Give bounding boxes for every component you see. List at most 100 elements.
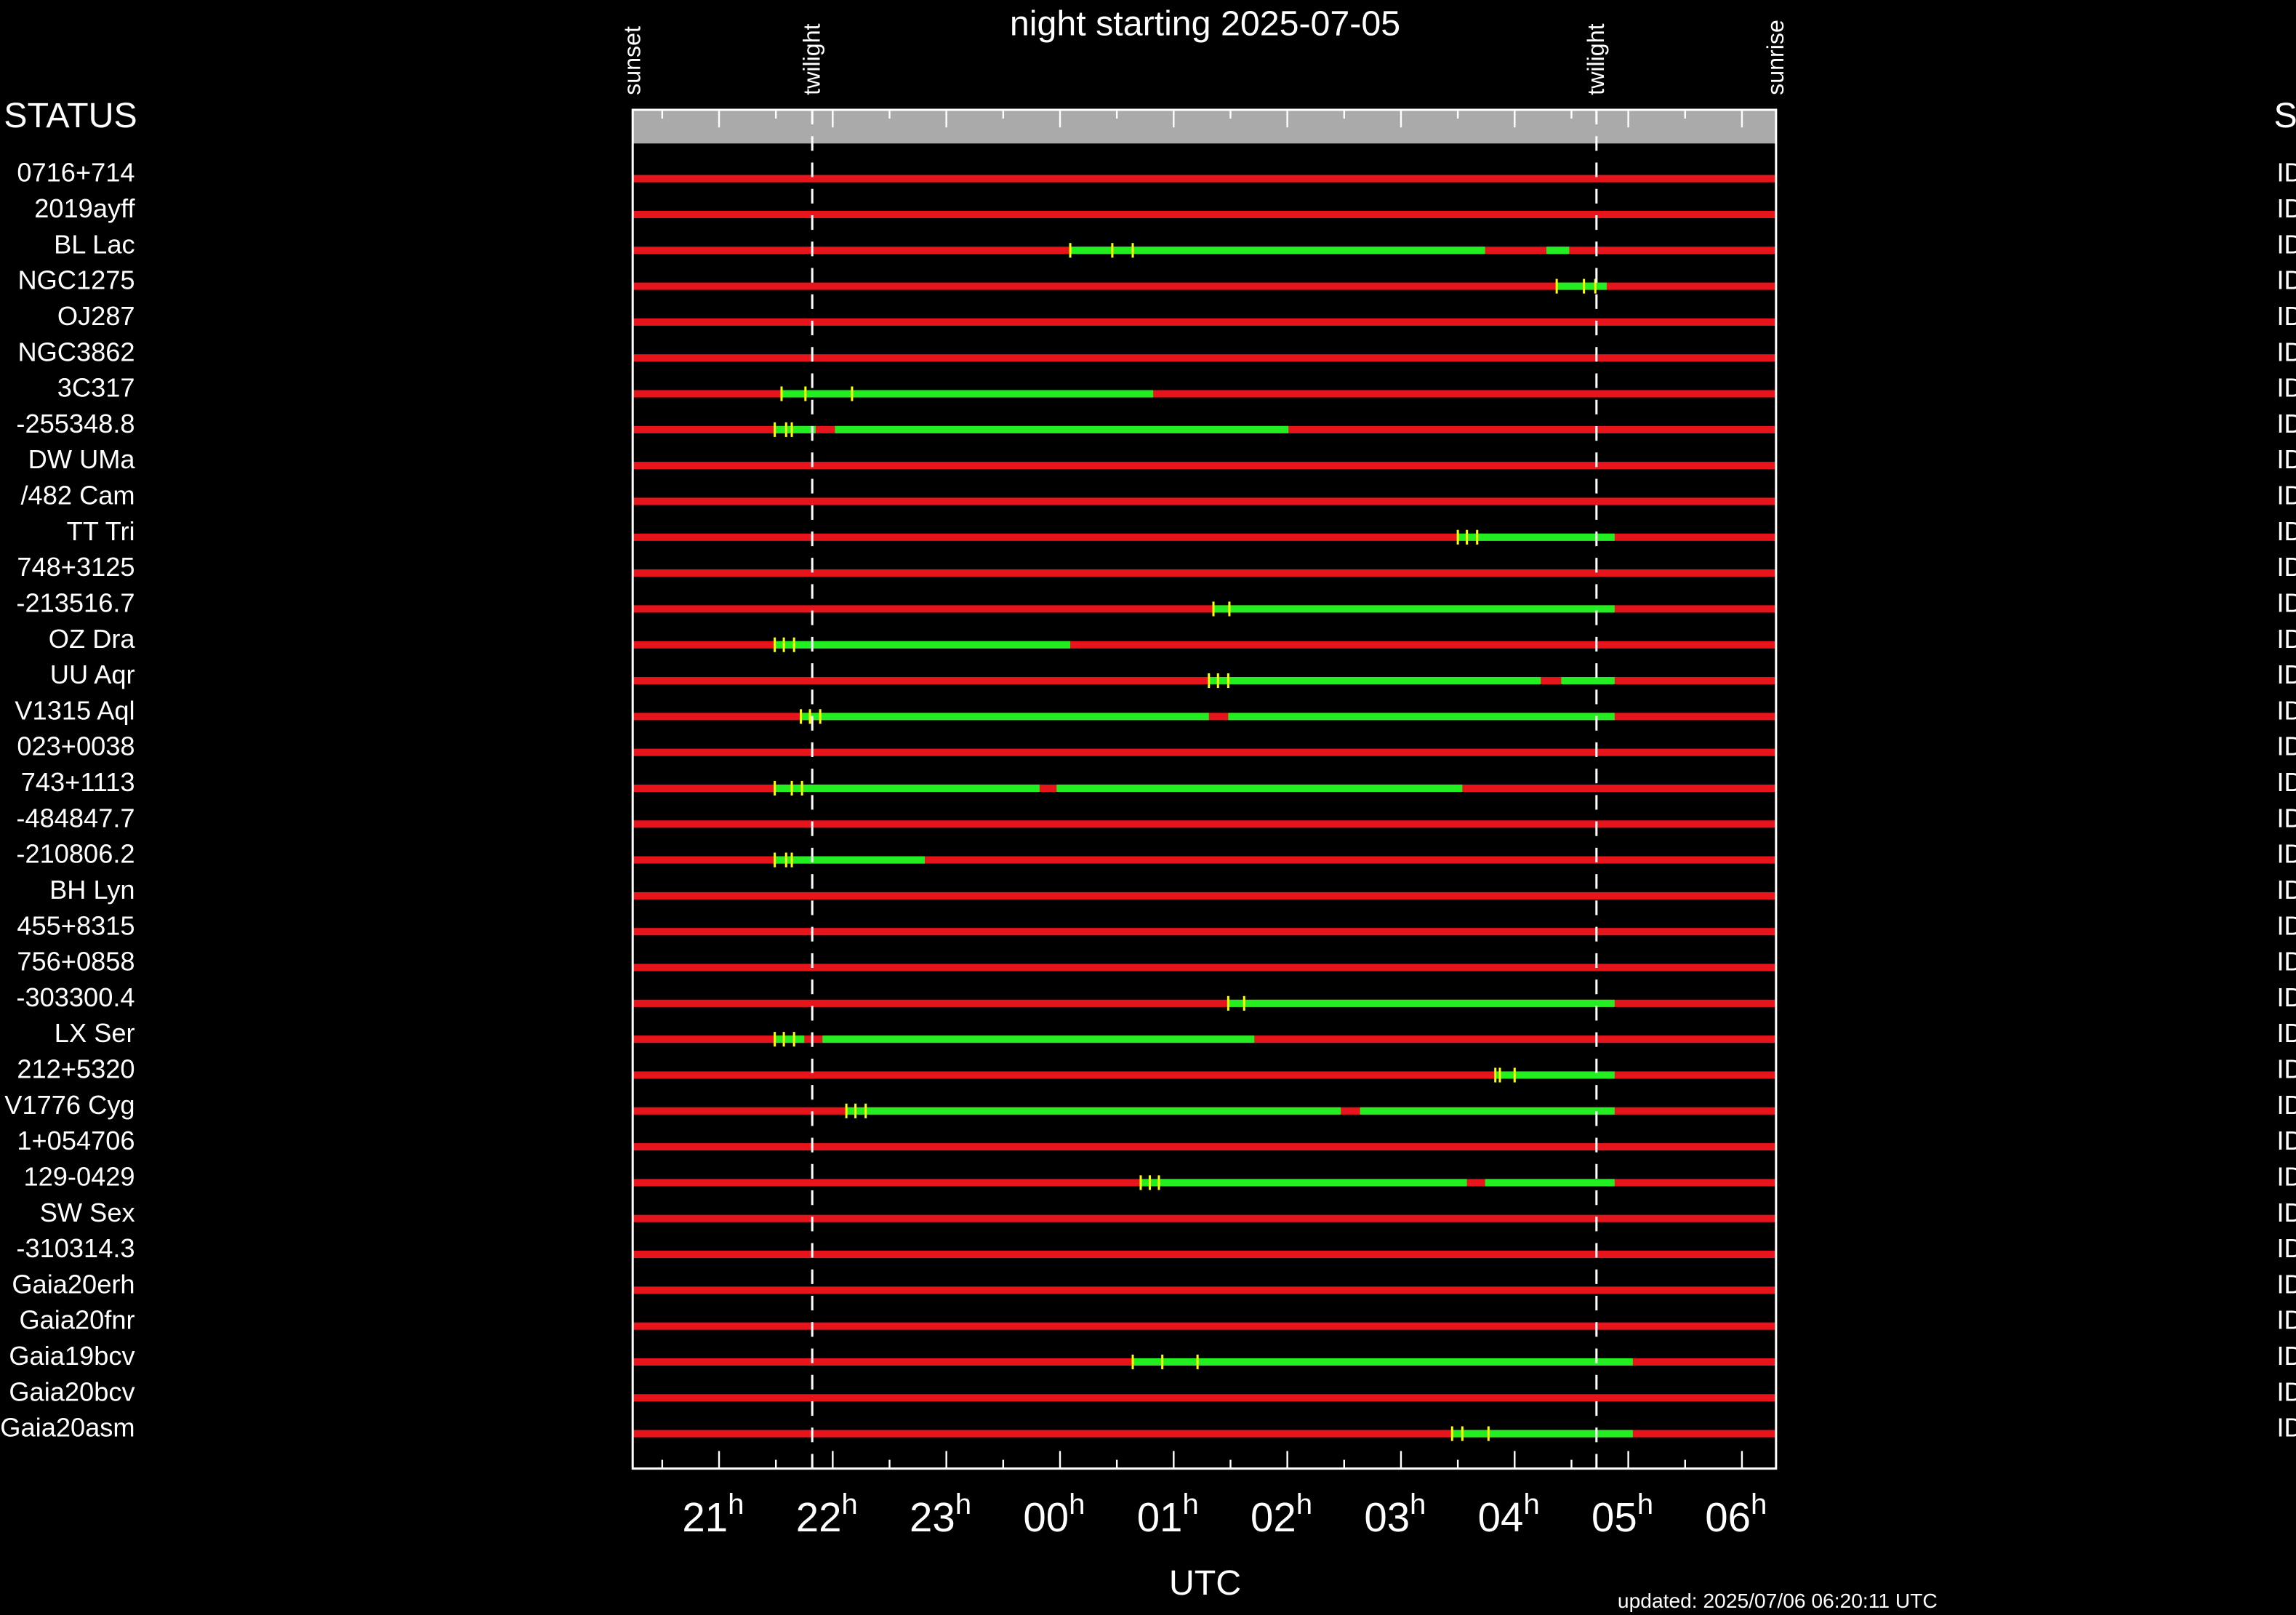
x-tick-label: 02h (1251, 1488, 1312, 1540)
x-tick-label: 00h (1023, 1488, 1085, 1540)
row-status: ID (2276, 301, 2296, 331)
row-name: 455+8315 (17, 910, 135, 940)
row-status: ID (2276, 1376, 2296, 1406)
window-bar (835, 425, 1289, 433)
window-bar (1546, 247, 1570, 255)
row-status: ID (2276, 1233, 2296, 1263)
unavailable-bar (633, 605, 1776, 613)
row-status: ID (2276, 982, 2296, 1012)
unavailable-bar (633, 390, 1776, 398)
x-tick-value: 22 (796, 1494, 842, 1540)
unavailable-bar (633, 1214, 1776, 1222)
row-status: ID (2276, 1090, 2296, 1120)
unavailable-bar (633, 354, 1776, 362)
row-status: ID (2276, 1413, 2296, 1443)
row-status: ID (2276, 337, 2296, 366)
window-bar (774, 425, 816, 433)
row-status: ID (2276, 695, 2296, 725)
x-tick-value: 03 (1364, 1494, 1410, 1540)
row-name: -303300.4 (16, 982, 135, 1012)
unavailable-bar (633, 175, 1776, 183)
row-name: BL Lac (54, 229, 135, 259)
x-tick-label: 01h (1137, 1488, 1199, 1540)
unavailable-bar (633, 1430, 1776, 1438)
row-status: ID (2276, 947, 2296, 977)
row-status: ID (2276, 373, 2296, 403)
row-name: 3C317 (57, 373, 135, 403)
row-status: ID (2276, 193, 2296, 223)
x-tick-unit: h (1637, 1488, 1653, 1520)
x-tick-unit: h (841, 1488, 857, 1520)
window-bar (1452, 1430, 1633, 1438)
row-status: ID (2276, 1161, 2296, 1191)
window-bar (1485, 1179, 1615, 1187)
x-tick-unit: h (728, 1488, 744, 1520)
row-status: ID (2276, 767, 2296, 797)
row-status: ID (2276, 158, 2296, 188)
plot-frame (631, 108, 1778, 1470)
x-tick-value: 00 (1023, 1494, 1069, 1540)
window-bar (1133, 1358, 1633, 1366)
window-bar (822, 1035, 1255, 1043)
row-name: UU Aqr (50, 660, 135, 689)
x-tick-value: 06 (1705, 1494, 1751, 1540)
x-tick-value: 05 (1591, 1494, 1637, 1540)
row-status: ID (2276, 875, 2296, 905)
row-name: 748+3125 (17, 552, 135, 582)
row-status: ID (2276, 624, 2296, 654)
x-tick-value: 04 (1478, 1494, 1524, 1540)
row-name: -310314.3 (16, 1233, 135, 1263)
row-status: ID (2276, 1341, 2296, 1371)
unavailable-bar (633, 820, 1776, 828)
row-name: -210806.2 (16, 839, 135, 869)
window-bar (1228, 713, 1615, 721)
unavailable-bar (633, 928, 1776, 936)
window-bar (1140, 1179, 1467, 1187)
row-status: ID (2276, 1018, 2296, 1048)
row-name: OZ Dra (49, 624, 136, 654)
event-label: sunrise (1762, 20, 1789, 95)
row-status: ID (2276, 265, 2296, 295)
unavailable-bar (633, 999, 1776, 1007)
row-name: Gaia20fnr (19, 1305, 135, 1335)
window-bar (1557, 282, 1607, 290)
row-status: ID (2276, 1269, 2296, 1299)
unavailable-bar (633, 1143, 1776, 1151)
unavailable-bar (633, 1286, 1776, 1294)
unavailable-bar (633, 891, 1776, 899)
row-status: ID (2276, 910, 2296, 940)
unavailable-bar (633, 1394, 1776, 1402)
row-status: ID (2276, 409, 2296, 438)
window-bar (774, 641, 1071, 649)
time-band (633, 110, 1776, 144)
x-tick-unit: h (1069, 1488, 1085, 1520)
unavailable-bar (633, 497, 1776, 505)
row-name: 0716+714 (17, 158, 135, 188)
unavailable-bar (633, 677, 1776, 685)
row-name: Gaia20bcv (9, 1376, 135, 1406)
x-tick-label: 03h (1364, 1488, 1426, 1540)
x-tick-unit: h (955, 1488, 971, 1520)
x-tick-value: 23 (910, 1494, 955, 1540)
chart-title: night starting 2025-07-05 (1010, 4, 1400, 43)
x-tick-unit: h (1182, 1488, 1198, 1520)
row-status: ID (2276, 1126, 2296, 1155)
window-bar (1360, 1107, 1615, 1115)
row-name: 212+5320 (17, 1054, 135, 1084)
unavailable-bar (633, 462, 1776, 470)
unavailable-bar (633, 533, 1776, 541)
window-bar (1495, 1071, 1615, 1079)
unavailable-bar (633, 1071, 1776, 1079)
row-status: ID (2276, 588, 2296, 617)
row-status: ID (2276, 444, 2296, 474)
row-name: 129-0429 (23, 1161, 135, 1191)
unavailable-bar (633, 856, 1776, 864)
window-bar (781, 390, 1154, 398)
event-label: sunset (619, 26, 645, 95)
unavailable-bar (633, 210, 1776, 219)
x-tick-label: 04h (1478, 1488, 1540, 1540)
x-tick-label: 23h (910, 1488, 971, 1540)
row-name: SW Sex (40, 1198, 135, 1227)
window-bar (846, 1107, 1341, 1115)
row-name: NGC1275 (17, 265, 135, 295)
